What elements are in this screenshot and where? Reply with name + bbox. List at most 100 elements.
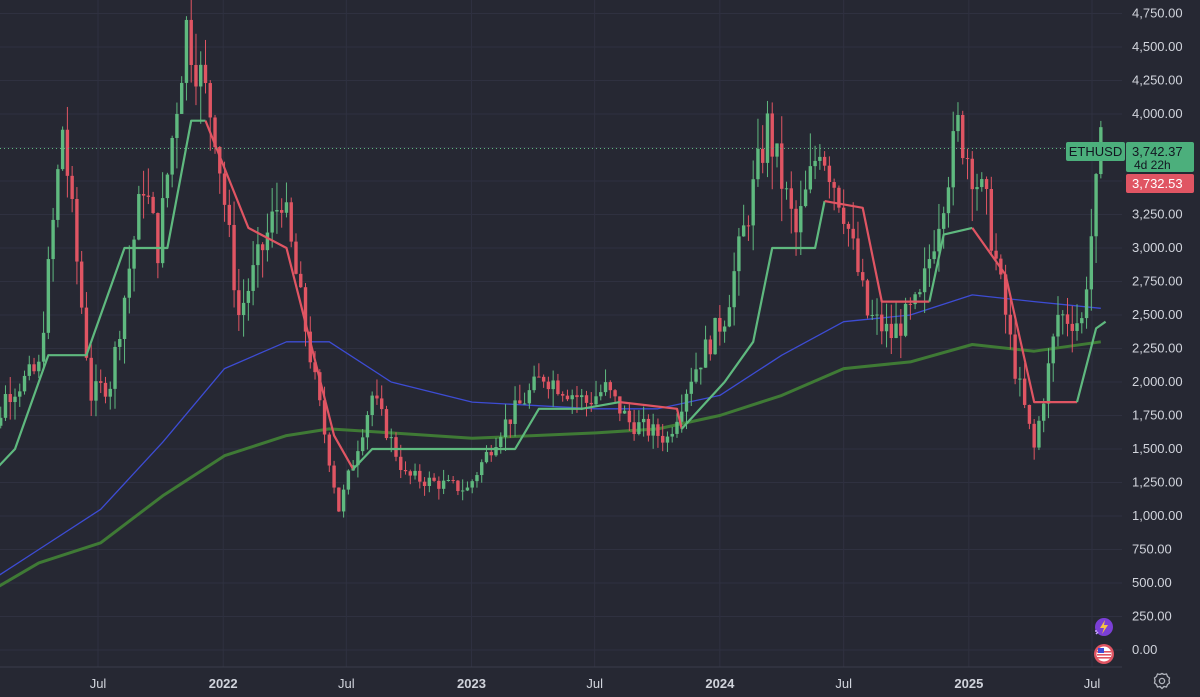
bolt-icon[interactable] bbox=[1093, 616, 1115, 638]
candle-body bbox=[99, 381, 103, 383]
us-flag-icon[interactable] bbox=[1093, 643, 1115, 665]
supertrend-segment-down bbox=[204, 120, 355, 470]
candle-body bbox=[1027, 404, 1032, 424]
candle-body bbox=[946, 187, 951, 214]
candle-body bbox=[580, 395, 584, 398]
y-tick-label: 1,750.00 bbox=[1132, 408, 1183, 423]
candle-body bbox=[660, 435, 665, 443]
candle-body bbox=[956, 115, 960, 132]
supertrend-segment-down bbox=[971, 227, 1077, 404]
candle-body bbox=[1018, 378, 1022, 380]
candle-body bbox=[22, 375, 27, 392]
candle-body bbox=[3, 394, 8, 418]
time-axis[interactable]: Jul 2022 Jul 2023 Jul 2024 Jul 2025 Jul bbox=[0, 666, 1122, 691]
candle-body bbox=[427, 477, 432, 487]
candle-body bbox=[646, 418, 651, 436]
candle-body bbox=[222, 173, 227, 205]
candle-body bbox=[594, 396, 598, 405]
candle-body bbox=[327, 434, 332, 466]
candle-body bbox=[684, 393, 689, 412]
candle-body bbox=[127, 268, 131, 298]
candle-body bbox=[346, 470, 351, 490]
candle-body bbox=[837, 187, 841, 208]
candle-body bbox=[165, 174, 170, 199]
candle-body bbox=[51, 219, 55, 260]
candle-body bbox=[451, 479, 455, 481]
candle-body bbox=[908, 303, 913, 305]
candle-body bbox=[27, 364, 31, 376]
candle-body bbox=[765, 113, 770, 163]
candle-body bbox=[484, 451, 489, 463]
candle-body bbox=[546, 381, 551, 390]
candle-body bbox=[827, 165, 832, 183]
candle-body bbox=[1080, 318, 1084, 324]
candle-body bbox=[370, 395, 374, 415]
candle-body bbox=[1008, 314, 1013, 335]
candle-body bbox=[32, 364, 36, 372]
settings-icon[interactable] bbox=[1153, 672, 1171, 690]
candle-body bbox=[918, 292, 922, 295]
candle-body bbox=[1051, 336, 1055, 364]
candle-body bbox=[551, 380, 555, 390]
candle-body bbox=[951, 131, 955, 188]
candle-body bbox=[761, 148, 765, 163]
candle-body bbox=[60, 129, 65, 170]
candle-body bbox=[394, 437, 398, 457]
candle-body bbox=[565, 395, 570, 400]
y-tick-label: 500.00 bbox=[1132, 575, 1172, 590]
price-axis[interactable]: 0.00 250.00 500.00 750.00 1,000.00 1,250.00 1,… bbox=[1122, 0, 1200, 697]
candle-body bbox=[737, 236, 741, 272]
candle-body bbox=[570, 395, 574, 400]
candle-body bbox=[813, 160, 817, 167]
candle-body bbox=[613, 390, 617, 397]
candle-body bbox=[608, 382, 613, 391]
candle-body bbox=[75, 198, 79, 262]
candle-body bbox=[170, 137, 174, 175]
x-tick-label: 2022 bbox=[209, 676, 238, 691]
candle-body bbox=[1013, 334, 1017, 379]
candle-body bbox=[265, 232, 270, 251]
candle-body bbox=[1084, 289, 1089, 319]
candle-body bbox=[246, 290, 251, 303]
candle-body bbox=[65, 129, 70, 176]
candle-body bbox=[741, 225, 746, 237]
candle-body bbox=[356, 451, 360, 466]
last-price-value: 3,742.37 bbox=[1132, 144, 1183, 159]
candle-body bbox=[413, 470, 417, 476]
grid bbox=[0, 0, 1122, 667]
candle-body bbox=[446, 479, 451, 481]
candle-body bbox=[260, 244, 265, 251]
candle-body bbox=[341, 489, 346, 512]
candle-body bbox=[179, 82, 184, 114]
candle-body bbox=[622, 410, 627, 414]
supertrend-segment-up bbox=[928, 226, 973, 302]
candle-body bbox=[232, 224, 236, 291]
candle-body bbox=[380, 398, 384, 410]
supertrend-segment-up bbox=[680, 200, 826, 430]
candle-body bbox=[480, 462, 484, 476]
candle-body bbox=[884, 323, 889, 332]
candle-body bbox=[365, 414, 370, 438]
candle-body bbox=[151, 196, 155, 214]
candle-body bbox=[475, 475, 479, 482]
candle-body bbox=[0, 417, 3, 426]
candle-body bbox=[79, 261, 84, 308]
candle-body bbox=[913, 294, 917, 305]
candle-body bbox=[332, 465, 336, 488]
candle-body bbox=[137, 194, 141, 240]
candle-body bbox=[984, 179, 989, 189]
candle-body bbox=[1037, 420, 1041, 448]
y-tick-label: 2,500.00 bbox=[1132, 307, 1183, 322]
candle-body bbox=[713, 317, 717, 355]
candle-body bbox=[789, 188, 793, 209]
candle-body bbox=[1061, 314, 1065, 316]
candle-body bbox=[932, 251, 936, 260]
candle-body bbox=[489, 451, 493, 456]
x-tick-label: Jul bbox=[90, 676, 107, 691]
candle-body bbox=[256, 244, 260, 266]
candle-body bbox=[146, 195, 151, 197]
candle-body bbox=[675, 421, 679, 434]
y-tick-label: 4,000.00 bbox=[1132, 106, 1183, 121]
